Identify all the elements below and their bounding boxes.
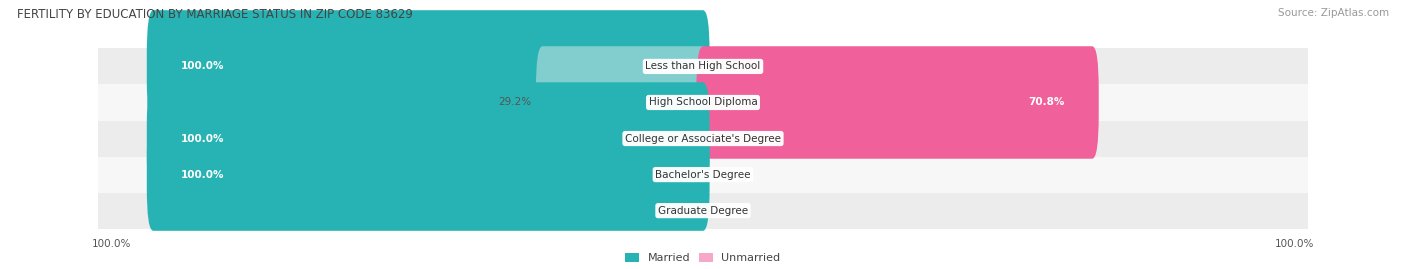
Text: Less than High School: Less than High School — [645, 61, 761, 72]
Text: 29.2%: 29.2% — [498, 97, 531, 108]
Text: 70.8%: 70.8% — [1028, 97, 1064, 108]
Text: High School Diploma: High School Diploma — [648, 97, 758, 108]
Text: 100.0%: 100.0% — [181, 133, 225, 144]
Text: Source: ZipAtlas.com: Source: ZipAtlas.com — [1278, 8, 1389, 18]
Legend: Married, Unmarried: Married, Unmarried — [626, 253, 780, 263]
FancyBboxPatch shape — [536, 46, 710, 159]
Text: 100.0%: 100.0% — [181, 61, 225, 72]
Text: College or Associate's Degree: College or Associate's Degree — [626, 133, 780, 144]
Text: 0.0%: 0.0% — [714, 61, 740, 72]
Bar — [98, 157, 1308, 193]
Text: 0.0%: 0.0% — [714, 133, 740, 144]
Text: Graduate Degree: Graduate Degree — [658, 206, 748, 216]
FancyBboxPatch shape — [146, 118, 710, 231]
FancyBboxPatch shape — [146, 10, 710, 123]
Text: 0.0%: 0.0% — [666, 206, 692, 216]
Text: Bachelor's Degree: Bachelor's Degree — [655, 169, 751, 180]
Text: 0.0%: 0.0% — [714, 206, 740, 216]
Text: 100.0%: 100.0% — [1275, 239, 1315, 249]
Bar — [98, 121, 1308, 157]
Text: 0.0%: 0.0% — [714, 169, 740, 180]
Bar — [98, 193, 1308, 229]
FancyBboxPatch shape — [696, 46, 1098, 159]
Bar — [98, 84, 1308, 121]
FancyBboxPatch shape — [146, 82, 710, 195]
Text: 100.0%: 100.0% — [181, 169, 225, 180]
Bar — [98, 48, 1308, 84]
Text: 100.0%: 100.0% — [91, 239, 131, 249]
Text: FERTILITY BY EDUCATION BY MARRIAGE STATUS IN ZIP CODE 83629: FERTILITY BY EDUCATION BY MARRIAGE STATU… — [17, 8, 413, 21]
